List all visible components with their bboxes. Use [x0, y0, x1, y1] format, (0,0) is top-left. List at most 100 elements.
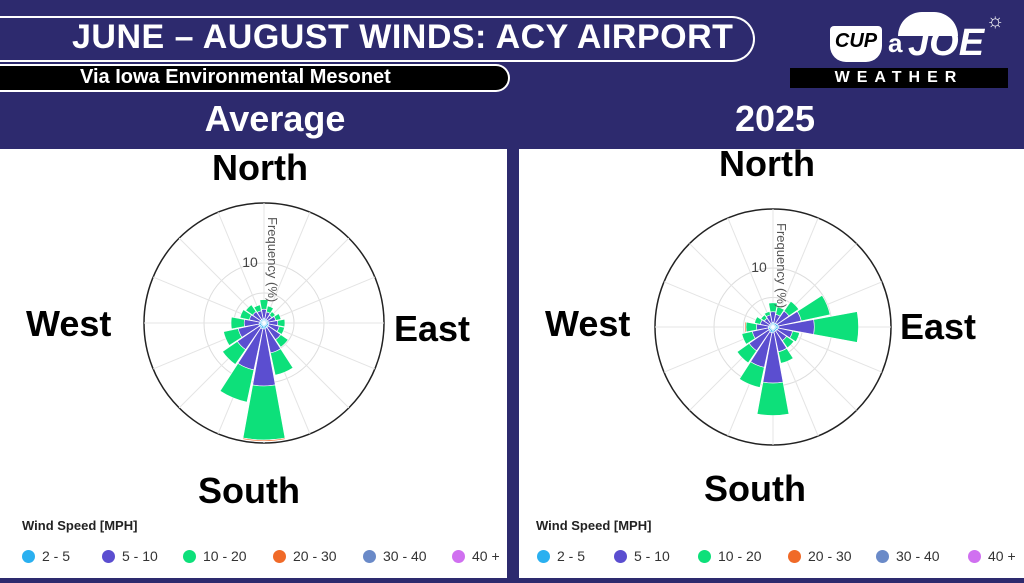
logo-a-text: a	[888, 28, 903, 58]
legend-label: 20 - 30	[293, 548, 337, 564]
wind-wedge-sw-2	[736, 343, 757, 364]
compass-north-2025: North	[719, 143, 815, 184]
legend-label: 2 - 5	[42, 548, 71, 564]
legend-swatch	[22, 550, 35, 563]
subtitle-banner	[0, 64, 510, 92]
wind-wedge-se-2	[781, 335, 795, 349]
legend-swatch	[363, 550, 376, 563]
wind-wedge-nnw-2	[763, 311, 771, 318]
legend-title-average: Wind Speed [MPH]	[22, 518, 138, 533]
legend-swatch	[537, 550, 550, 563]
wind-wedge-nw-3	[759, 313, 766, 320]
wind-wedge-ne-2	[269, 311, 276, 318]
legend-title-2025: Wind Speed [MPH]	[536, 518, 652, 533]
legend-label: 2 - 5	[557, 548, 586, 564]
logo-cup-text: CUP	[834, 30, 878, 52]
legend-label: 40 +	[988, 548, 1016, 564]
panel-title-average: Average	[204, 98, 346, 139]
wind-wedge-ene-2	[796, 294, 831, 322]
legend-item-average-2: 10 - 20	[183, 548, 247, 564]
legend-item-average-3: 20 - 30	[273, 548, 337, 564]
chart-panel-2025: 10 Frequency (%)	[519, 149, 1024, 578]
legend-swatch	[614, 550, 627, 563]
compass-east-2025: East	[900, 306, 977, 347]
wind-wedge-sse-2	[270, 348, 294, 376]
wind-rose-average: 10 Frequency (%)	[143, 202, 385, 444]
legend-swatch	[968, 550, 981, 563]
logo-weather-text: WEATHER	[834, 69, 964, 86]
panel-title-2025: 2025	[734, 98, 816, 139]
compass-south-average: South	[198, 470, 300, 511]
wind-wedge-w-2	[230, 316, 245, 330]
wind-wedge-w-2	[745, 321, 758, 333]
legend-swatch	[698, 550, 711, 563]
wind-wedge-ssw-2	[219, 362, 255, 403]
legend-label: 5 - 10	[634, 548, 670, 564]
coffee-cup-icon	[830, 26, 882, 62]
legend-label: 40 +	[472, 548, 500, 564]
logo-joe-text: JOE	[908, 22, 985, 64]
legend-item-2025-5: 40 +	[968, 548, 1016, 564]
wind-wedge-wnw-2	[754, 316, 763, 325]
legend-item-2025-3: 20 - 30	[788, 548, 852, 564]
wind-wedge-nnw-2	[253, 304, 262, 313]
wind-wedge-nne-2	[775, 306, 785, 317]
rose-spoke	[689, 243, 774, 328]
legend-item-2025-1: 5 - 10	[614, 548, 670, 564]
rose-spoke	[217, 211, 265, 324]
wind-wedge-wsw-2	[223, 328, 243, 346]
radial-tick-label: 10	[751, 259, 767, 275]
wind-wedge-w-3	[744, 321, 747, 333]
wind-wedge-se-2	[275, 334, 289, 348]
radial-axis-label: Frequency (%)	[774, 223, 789, 308]
radial-axis-label: Frequency (%)	[265, 217, 280, 302]
legend-swatch	[876, 550, 889, 563]
wind-wedge-e-2	[813, 311, 859, 343]
legend-swatch	[452, 550, 465, 563]
rose-spoke	[263, 276, 376, 324]
wind-wedge-s-2	[242, 384, 286, 441]
legend-label: 5 - 10	[122, 548, 158, 564]
compass-south-2025: South	[704, 468, 806, 509]
legend-item-average-1: 5 - 10	[102, 548, 158, 564]
wind-wedge-n-2	[259, 299, 269, 310]
legend-item-2025-2: 10 - 20	[698, 548, 762, 564]
legend-swatch	[183, 550, 196, 563]
legend-swatch	[273, 550, 286, 563]
logo-band	[790, 68, 1008, 88]
legend-label: 10 - 20	[718, 548, 762, 564]
wind-wedge-ene-2	[273, 313, 282, 321]
wind-wedge-ssw-2	[738, 361, 765, 388]
legend-swatch	[102, 550, 115, 563]
compass-east-average: East	[394, 308, 471, 349]
legend-item-average-4: 30 - 40	[363, 548, 427, 564]
page-title: JUNE – AUGUST WINDS: ACY AIRPORT	[72, 18, 734, 56]
wind-wedge-n-2	[768, 302, 778, 313]
wind-wedge-e-2	[277, 318, 286, 328]
wind-wedge-s-3	[242, 437, 286, 442]
wind-wedge-ne-2	[783, 300, 800, 317]
legend-label: 30 - 40	[383, 548, 427, 564]
radial-tick-label: 10	[242, 254, 258, 270]
rose-spoke	[663, 281, 774, 328]
legend-item-average-5: 40 +	[452, 548, 500, 564]
page-subtitle: Via Iowa Environmental Mesonet	[80, 66, 391, 88]
wind-wedge-ese-2	[276, 325, 285, 335]
wind-wedge-wnw-2	[239, 309, 252, 321]
title-banner	[0, 16, 755, 62]
cup-a-joe-weather-logo: CUP a JOE ☼ WEATHER	[790, 8, 1008, 88]
rose-spoke	[263, 211, 311, 324]
legend-swatch	[788, 550, 801, 563]
wind-wedge-nw-2	[245, 304, 257, 316]
wind-rose-2025: 10 Frequency (%)	[654, 208, 892, 446]
wind-wedge-sse-2	[777, 347, 794, 364]
legend-label: 30 - 40	[896, 548, 940, 564]
wind-wedge-s-2	[756, 381, 790, 416]
legend-item-2025-4: 30 - 40	[876, 548, 940, 564]
rose-spoke	[727, 217, 774, 328]
legend-label: 20 - 30	[808, 548, 852, 564]
legend-item-2025-0: 2 - 5	[537, 548, 585, 564]
compass-north-average: North	[212, 147, 308, 188]
sun-icon: ☼	[986, 10, 1005, 32]
compass-west-average: West	[26, 303, 112, 344]
